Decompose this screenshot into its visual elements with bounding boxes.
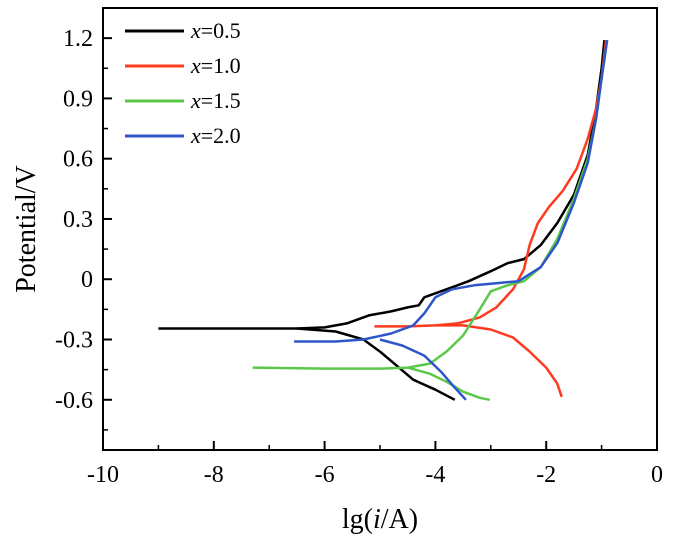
x-tick-label: -2 <box>536 462 556 488</box>
legend-value: =1.5 <box>201 88 241 113</box>
series-2-0-cathodic-line <box>379 338 467 401</box>
y-tick-label: -0.6 <box>55 388 93 414</box>
x-tick-label: -6 <box>315 462 335 488</box>
legend-value: =2.0 <box>201 123 241 148</box>
legend-label: x=0.5 <box>190 18 241 43</box>
legend-value: =0.5 <box>201 18 241 43</box>
series-0-5-cathodic-line <box>296 327 456 401</box>
series-1-5-anodic-line <box>252 39 609 370</box>
series-1-0-anodic-line <box>374 39 608 328</box>
x-tick-label: -10 <box>87 462 119 488</box>
series-0-5-anodic-line <box>158 39 606 330</box>
y-tick-label: 0.9 <box>63 86 93 112</box>
x-tick-label: -4 <box>425 462 445 488</box>
legend: x=0.5x=1.0x=1.5x=2.0 <box>125 18 241 148</box>
y-tick-label: 0.6 <box>63 147 93 173</box>
x-axis: -10 -8 -6 -4 -2 0 <box>87 441 663 488</box>
series-2-0-anodic-line <box>294 39 609 343</box>
plot-frame <box>102 7 658 451</box>
x-axis-label-prefix: lg( <box>342 504 373 535</box>
legend-value: =1.0 <box>201 53 241 78</box>
y-axis: 1.2 0.9 0.6 0.3 0 -0.3 -0.6 <box>55 26 112 431</box>
legend-var: x <box>190 53 201 78</box>
y-axis-label: Potential/V <box>11 165 42 293</box>
legend-label: x=1.0 <box>190 53 241 78</box>
y-tick-label: 0 <box>81 267 93 293</box>
x-tick-label: 0 <box>651 462 663 488</box>
legend-label: x=1.5 <box>190 88 241 113</box>
x-axis-label-suffix: /A) <box>381 504 418 535</box>
y-tick-label: 0.3 <box>63 207 93 233</box>
legend-var: x <box>190 123 201 148</box>
curves-layer <box>158 39 609 402</box>
y-tick-label: 1.2 <box>63 26 93 52</box>
x-axis-label-var: i <box>373 504 381 535</box>
y-tick-label: -0.3 <box>55 328 93 354</box>
x-tick-label: -8 <box>204 462 224 488</box>
legend-var: x <box>190 88 201 113</box>
x-axis-label: lg(i/A) <box>342 504 418 535</box>
legend-var: x <box>190 18 201 43</box>
legend-label: x=2.0 <box>190 123 241 148</box>
